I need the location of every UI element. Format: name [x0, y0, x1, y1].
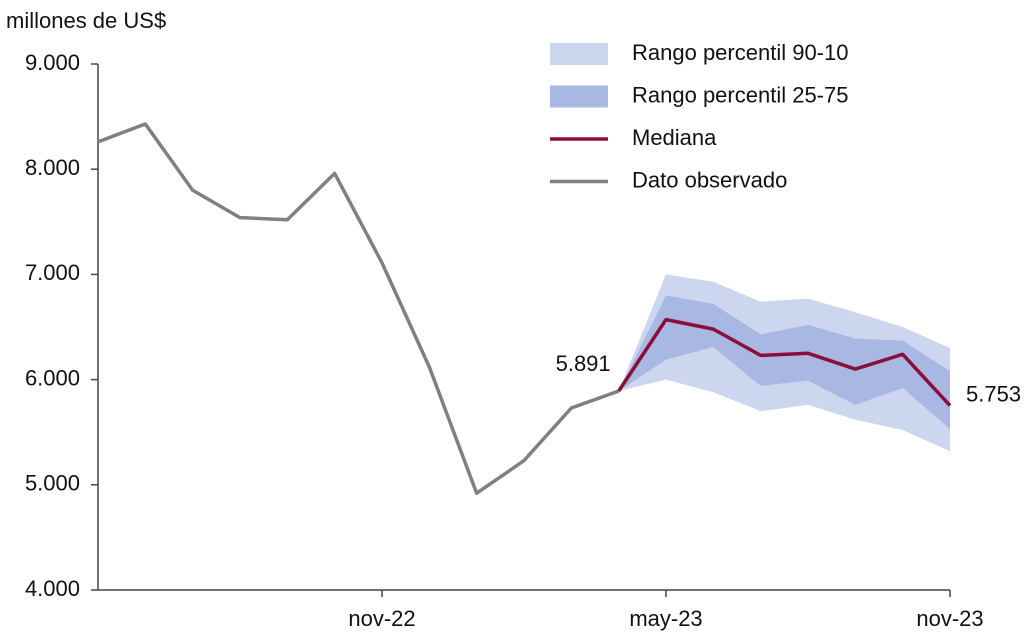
x-tick-label: nov-22: [348, 606, 415, 631]
y-tick-label: 4.000: [25, 576, 80, 601]
x-tick-label: may-23: [629, 606, 702, 631]
line: [617, 317, 952, 407]
legend-label: Rango percentil 90-10: [632, 40, 848, 65]
legend-label: Mediana: [632, 125, 717, 150]
legend-label: Rango percentil 25-75: [632, 82, 848, 107]
y-tick-label: 7.000: [25, 260, 80, 285]
y-tick-label: 6.000: [25, 365, 80, 390]
band: [618, 295, 950, 430]
y-axis-label: millones de US$: [6, 8, 166, 33]
y-tick-label: 8.000: [25, 155, 80, 180]
line: [97, 122, 620, 495]
legend-swatch: [550, 43, 608, 65]
legend-swatch: [550, 85, 608, 108]
data-label: 5.891: [556, 351, 611, 376]
data-label: 5.753: [966, 381, 1021, 406]
y-tick-label: 9.000: [25, 50, 80, 75]
x-tick-label: nov-23: [916, 606, 983, 631]
y-tick-label: 5.000: [25, 471, 80, 496]
legend-label: Dato observado: [632, 167, 787, 192]
